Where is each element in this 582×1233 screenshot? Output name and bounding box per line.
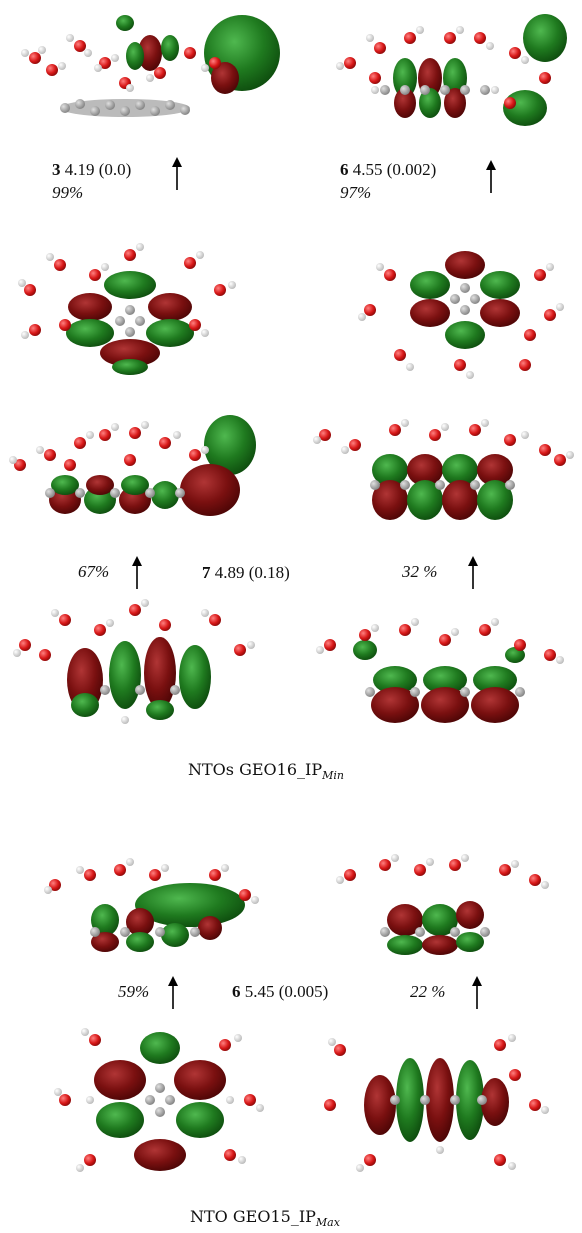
up-arrow-icon	[472, 976, 482, 1009]
geo15-state6-label: 6 5.45 (0.005)	[232, 982, 328, 1002]
panel-a-caption: NTOs GEO16_IPMin	[188, 760, 344, 782]
nto-image-s7-electron-b	[316, 618, 564, 723]
up-arrow-icon	[468, 556, 478, 589]
panel-a-caption-text: NTOs GEO16_IP	[188, 760, 323, 779]
state3-weight: 99%	[52, 183, 84, 202]
nto-image-top-left	[18, 243, 236, 375]
geo15-state6-number: 6	[232, 982, 241, 1001]
panel-b-caption-sub: Max	[315, 1216, 340, 1230]
nto-image-geo15-top-right	[324, 1034, 549, 1172]
carbon-ring-backbone	[60, 99, 190, 117]
state6-energy: 4.55 (0.002)	[348, 160, 437, 179]
state7-energy: 4.89 (0.18)	[210, 563, 290, 582]
state7-weight-left: 67%	[78, 562, 110, 581]
state3-label: 3 4.19 (0.0)	[52, 160, 131, 180]
panel-b-caption: NTO GEO15_IPMax	[190, 1207, 340, 1229]
up-arrow-icon	[486, 160, 496, 193]
state6-number: 6	[340, 160, 349, 179]
up-arrow-icon	[168, 976, 178, 1009]
up-arrow-icon	[132, 556, 142, 589]
nto-image-s7-hole	[9, 415, 256, 516]
panel-a-caption-sub: Min	[322, 769, 344, 783]
panel-b-caption-text: NTO GEO15_IP	[190, 1207, 316, 1226]
geo15-state6-weight-right: 22 %	[410, 982, 446, 1001]
geo15-state6-weight-left: 59%	[118, 982, 150, 1001]
up-arrow-icon	[172, 157, 182, 190]
state6-weight: 97%	[340, 183, 372, 202]
nto-image-geo15-right	[336, 854, 549, 955]
state7-number: 7	[202, 563, 211, 582]
nto-image-geo15-top-left	[54, 1028, 264, 1172]
nto-image-s3	[21, 15, 280, 117]
state3-number: 3	[52, 160, 61, 179]
nto-image-s6	[336, 14, 567, 126]
state3-energy: 4.19 (0.0)	[60, 160, 132, 179]
nto-image-s7-hole-b	[313, 419, 574, 520]
nto-image-top-right	[358, 251, 564, 379]
nto-image-s7-electron	[13, 599, 255, 724]
state6-label: 6 4.55 (0.002)	[340, 160, 436, 180]
state7-weight-right: 32 %	[402, 562, 438, 581]
state7-label: 7 4.89 (0.18)	[202, 563, 290, 583]
geo15-state6-energy: 5.45 (0.005)	[240, 982, 329, 1001]
nto-image-geo15-left	[44, 858, 259, 952]
